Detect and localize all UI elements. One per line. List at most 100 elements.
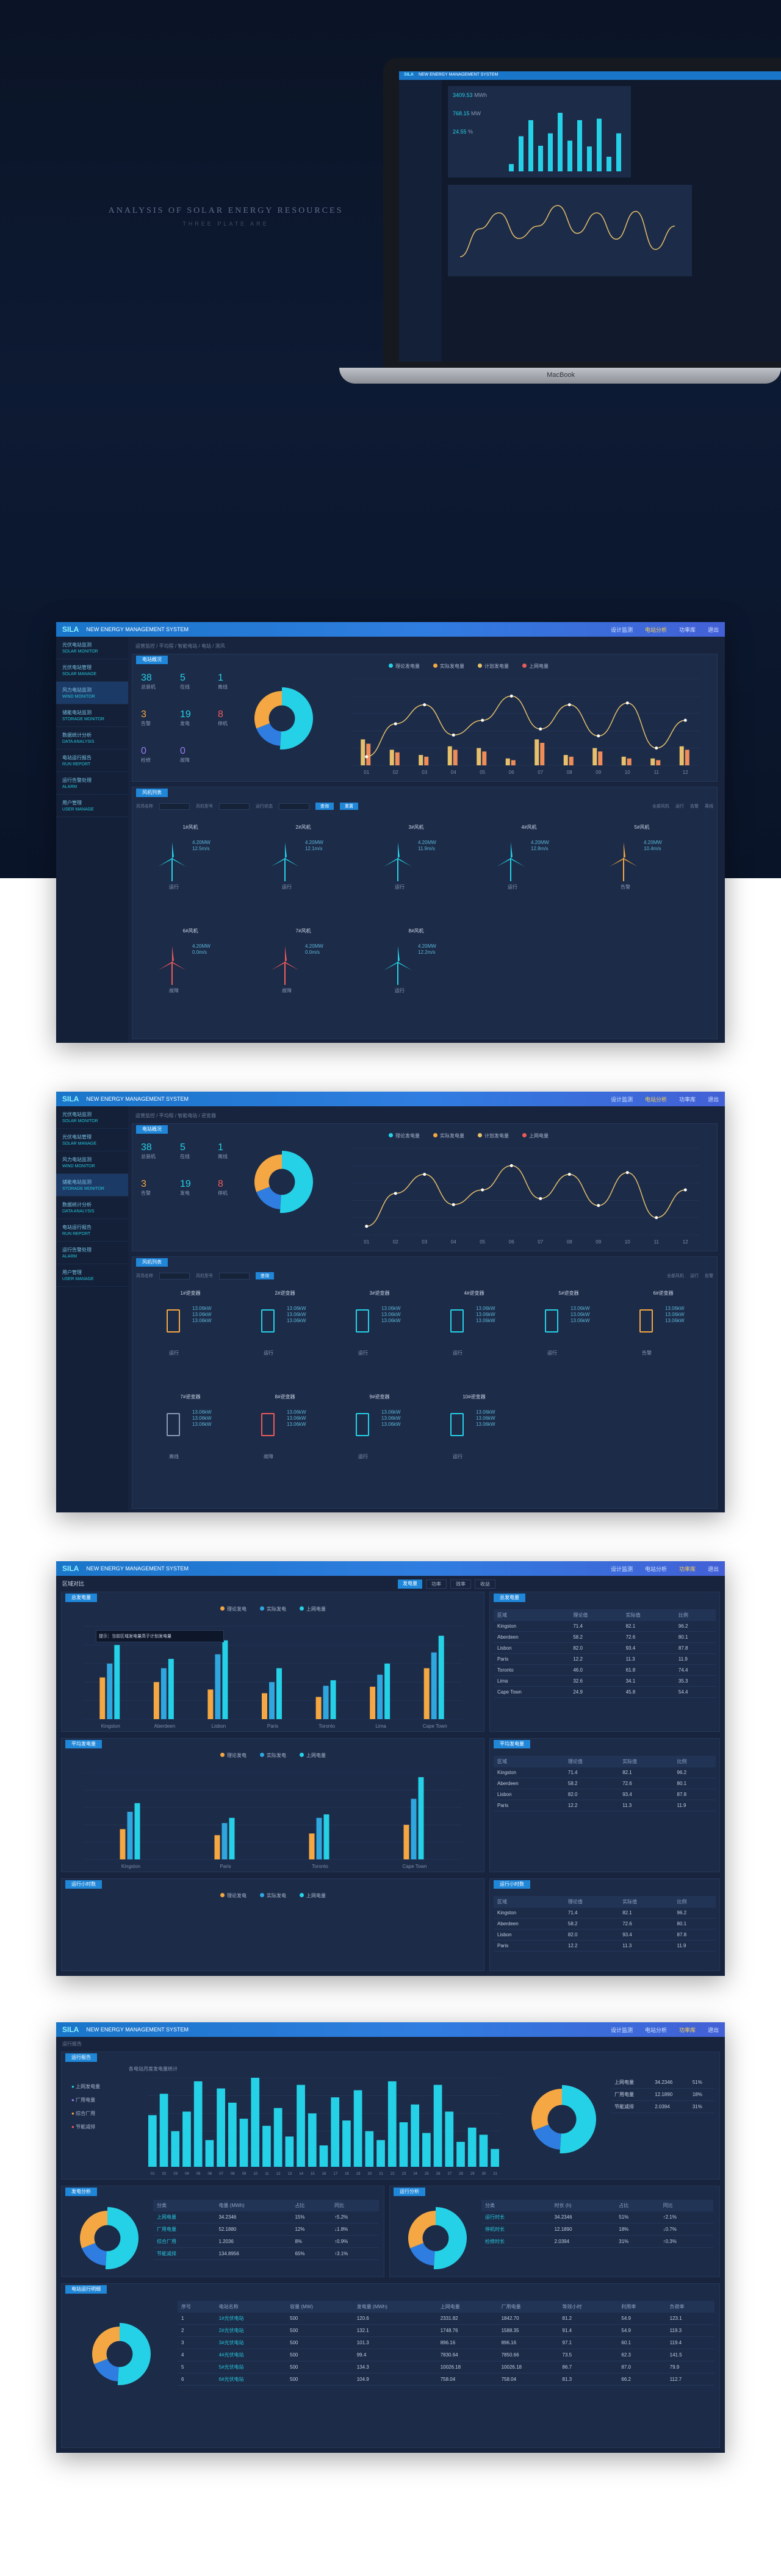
bar[interactable] xyxy=(315,1697,322,1719)
column-header[interactable]: 实际值 xyxy=(619,1896,674,1908)
filter-tab[interactable]: 全部风机 xyxy=(667,1274,684,1278)
data-point[interactable] xyxy=(365,1225,369,1228)
bar[interactable] xyxy=(217,2088,225,2167)
column-header[interactable]: 电量 (MWh) xyxy=(215,2200,292,2211)
bar[interactable] xyxy=(534,739,539,765)
bar[interactable] xyxy=(168,1659,174,1719)
bar[interactable] xyxy=(193,2081,203,2167)
bar[interactable] xyxy=(160,1668,167,1719)
bar[interactable] xyxy=(276,1668,282,1719)
column-header[interactable]: 比例 xyxy=(673,1756,716,1767)
bar[interactable] xyxy=(171,2131,180,2167)
turbine-tile[interactable]: 5#风机 4.20MW 10.4m/s 告警 xyxy=(596,824,688,903)
nav-item[interactable]: 设计监测 xyxy=(610,626,633,633)
table-row[interactable]: 节能减排 2.0394 31% xyxy=(611,2100,714,2113)
nav-item[interactable]: 电站分析 xyxy=(644,2027,667,2033)
app-logo[interactable]: SILA xyxy=(62,2025,79,2034)
table-row[interactable]: Kingston 71.4 82.1 96.2 xyxy=(494,1621,716,1632)
table-row[interactable]: Kingston 71.4 82.1 96.2 xyxy=(494,1908,716,1919)
bar[interactable] xyxy=(598,751,603,765)
data-point[interactable] xyxy=(394,722,397,726)
table-row[interactable]: 运行时长 34.2346 51% ↑2.1% xyxy=(481,2211,713,2224)
bar[interactable] xyxy=(239,2119,248,2167)
nav-item[interactable]: 退出 xyxy=(707,2027,719,2033)
table-row[interactable]: Lima 32.6 34.1 35.3 xyxy=(494,1675,716,1687)
bar[interactable] xyxy=(228,2102,237,2167)
nav-item[interactable]: 电站分析 xyxy=(644,1096,667,1103)
app-logo[interactable]: SILA xyxy=(62,1564,79,1573)
bar[interactable] xyxy=(222,1640,228,1719)
pie-slice[interactable] xyxy=(560,2085,596,2153)
bar[interactable] xyxy=(453,750,458,765)
search-button[interactable]: 查询 xyxy=(315,803,334,810)
turbine-tile[interactable]: 3#风机 4.20MW 11.9m/s 运行 xyxy=(370,824,462,903)
column-header[interactable]: 厂用电量 xyxy=(497,2301,559,2313)
nav-item[interactable]: 功率库 xyxy=(678,1096,696,1103)
nav-item[interactable]: 退出 xyxy=(707,1096,719,1103)
filter-tab[interactable]: 全部风机 xyxy=(652,804,669,809)
table-row[interactable]: Aberdeen 58.2 72.6 80.1 xyxy=(494,1631,716,1643)
turbine-tile[interactable]: 1#风机 4.20MW 12.5m/s 运行 xyxy=(145,824,236,903)
turbine-tile[interactable]: 7#风机 4.20MW 0.0m/s 故障 xyxy=(257,928,349,1007)
sidebar-item[interactable]: 用户管理 USER MANAGE xyxy=(56,795,128,817)
data-point[interactable] xyxy=(625,1171,629,1175)
bar[interactable] xyxy=(389,750,394,765)
bar[interactable] xyxy=(214,1835,220,1859)
breadcrumb[interactable]: 运营监控 / 平均程 / 智能电站 / 电站 / 测风 xyxy=(135,643,225,649)
bar[interactable] xyxy=(395,752,400,765)
bar[interactable] xyxy=(273,2108,283,2167)
inverter-tile[interactable]: 4#逆变器 13.06kW 13.06kW 13.06kW 运行 xyxy=(428,1290,520,1369)
data-point[interactable] xyxy=(452,733,455,737)
bar[interactable] xyxy=(153,1682,159,1719)
bar[interactable] xyxy=(376,2140,385,2167)
bar[interactable] xyxy=(422,2133,431,2167)
bar[interactable] xyxy=(445,2111,454,2167)
nav-item[interactable]: 功率库 xyxy=(678,626,696,633)
bar[interactable] xyxy=(207,1689,214,1719)
bar[interactable] xyxy=(114,1645,120,1719)
table-row[interactable]: Paris 12.2 11.3 11.9 xyxy=(494,1940,716,1952)
bar[interactable] xyxy=(411,2104,420,2167)
app-logo[interactable]: SILA xyxy=(62,1095,79,1103)
sidebar-item[interactable]: 光伏电站监测 SOLAR MONITOR xyxy=(56,637,128,659)
data-point[interactable] xyxy=(509,1164,513,1167)
bar[interactable] xyxy=(424,756,429,765)
nav-item[interactable]: 功率库 xyxy=(678,1565,696,1572)
table-row[interactable]: 节能减排 134.8956 65% ↑3.1% xyxy=(153,2247,379,2260)
inverter-tile[interactable]: 3#逆变器 13.06kW 13.06kW 13.06kW 运行 xyxy=(334,1290,425,1369)
breadcrumb[interactable]: 运营监控 / 平均程 / 智能电站 / 逆变器 xyxy=(135,1113,217,1118)
filter-input[interactable] xyxy=(159,1272,190,1279)
sidebar-item[interactable]: 光伏电站管理 SOLAR MANAGE xyxy=(56,1129,128,1151)
pie-slice[interactable] xyxy=(279,1151,313,1213)
sidebar-item[interactable]: 储能电站监测 STORAGE MONITOR xyxy=(56,704,128,727)
sidebar-item[interactable]: 光伏电站管理 SOLAR MANAGE xyxy=(56,659,128,682)
data-point[interactable] xyxy=(567,1173,571,1176)
bar[interactable] xyxy=(182,2111,191,2167)
nav-item[interactable]: 退出 xyxy=(707,1565,719,1572)
bar[interactable] xyxy=(309,1833,315,1859)
column-header[interactable]: 利用率 xyxy=(617,2301,666,2313)
table-row[interactable]: Lisbon 82.0 93.4 87.8 xyxy=(494,1929,716,1941)
nav-item[interactable]: 功率库 xyxy=(678,2027,696,2033)
column-header[interactable]: 同比 xyxy=(331,2200,379,2211)
column-header[interactable]: 电站名称 xyxy=(215,2301,287,2313)
sidebar-item[interactable]: 电站运行报告 RUN REPORT xyxy=(56,1219,128,1242)
tab[interactable]: 发电量 xyxy=(398,1580,422,1589)
filter-tab[interactable]: 告警 xyxy=(705,1274,713,1278)
bar[interactable] xyxy=(215,1654,221,1719)
sidebar-item[interactable]: 数据统计分析 DATA ANALYSIS xyxy=(56,1197,128,1219)
data-point[interactable] xyxy=(365,755,369,759)
pie-slice[interactable] xyxy=(117,2323,151,2385)
bar[interactable] xyxy=(384,1663,390,1719)
table-row[interactable]: Lisbon 82.0 93.4 87.8 xyxy=(494,1642,716,1654)
bar[interactable] xyxy=(511,760,516,765)
filter-input[interactable] xyxy=(219,803,250,810)
table-row[interactable]: Lisbon 82.0 93.4 87.8 xyxy=(494,1789,716,1800)
column-header[interactable]: 理论值 xyxy=(569,1609,622,1621)
data-point[interactable] xyxy=(481,718,484,722)
table-row[interactable]: Cape Town 24.9 45.8 54.4 xyxy=(494,1686,716,1698)
nav-item[interactable]: 设计监测 xyxy=(610,1565,633,1572)
bar[interactable] xyxy=(491,2148,499,2167)
bar[interactable] xyxy=(323,1814,329,1859)
bar[interactable] xyxy=(107,1663,113,1719)
